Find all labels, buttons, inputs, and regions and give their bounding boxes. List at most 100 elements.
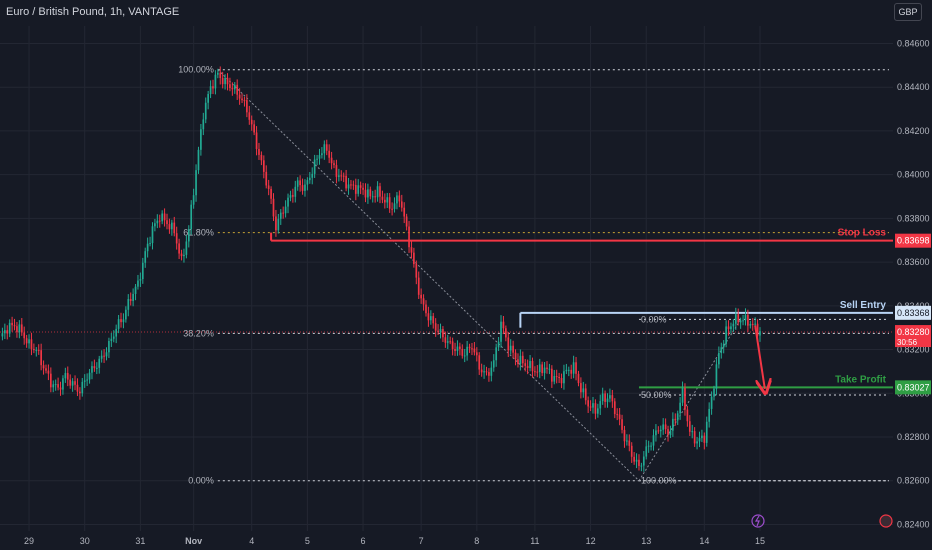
candle-body — [262, 160, 265, 172]
candle-body — [323, 144, 326, 154]
candle-body — [485, 371, 488, 373]
current-price-tag — [895, 325, 931, 348]
candle-body — [483, 371, 485, 373]
candle-body — [621, 419, 623, 430]
candle-body — [427, 313, 430, 321]
x-tick-label: 11 — [530, 536, 539, 546]
candle-body — [759, 331, 761, 336]
candle-body — [161, 213, 164, 222]
candle-body — [197, 149, 200, 171]
candle-body — [679, 402, 681, 414]
candle-body — [226, 77, 229, 85]
price-tag-label: 0.83368 — [897, 308, 930, 318]
candle-body — [415, 264, 418, 278]
candle-body — [396, 195, 398, 204]
candle-body — [742, 320, 744, 322]
candle-body — [88, 372, 91, 380]
candle-body — [536, 371, 539, 373]
candle-body — [221, 77, 224, 85]
candle-body — [398, 195, 401, 202]
projection-arrow — [754, 325, 765, 389]
candle-body — [437, 330, 439, 332]
candle-body — [381, 196, 384, 200]
candle-body — [13, 325, 16, 327]
candle-body — [551, 368, 553, 382]
candle-body — [645, 446, 648, 457]
candle-body — [168, 224, 171, 230]
candle-body — [442, 328, 444, 338]
candle-body — [112, 336, 115, 339]
fib-level-label: 100.00% — [641, 476, 677, 486]
candle-body — [233, 84, 236, 90]
y-tick-label: 0.84400 — [897, 82, 930, 92]
candle-body — [16, 326, 18, 333]
candle-body — [674, 418, 677, 421]
candle-body — [374, 196, 377, 198]
candle-body — [558, 376, 560, 379]
candle-body — [454, 349, 456, 351]
candle-body — [69, 379, 72, 386]
x-tick-label: 14 — [699, 536, 709, 546]
candle-body — [243, 100, 246, 102]
candle-body — [304, 184, 306, 191]
candle-body — [567, 369, 570, 371]
candle-body — [672, 418, 674, 431]
candle-body — [294, 186, 297, 197]
x-tick-label: 29 — [24, 536, 34, 546]
candle-body — [698, 438, 701, 442]
candle-body — [175, 233, 178, 244]
fib-level-label: 0.00% — [188, 476, 214, 486]
grid — [0, 26, 893, 531]
candle-body — [246, 100, 248, 113]
candle-body — [23, 332, 26, 339]
y-tick-label: 0.82400 — [897, 519, 930, 529]
candle-body — [521, 355, 524, 364]
candle-body — [756, 323, 759, 336]
candle-body — [669, 430, 672, 436]
candle-body — [611, 395, 614, 402]
candle-body — [725, 326, 727, 344]
candle-body — [664, 424, 667, 430]
candle-body — [718, 352, 720, 365]
candle-body — [734, 314, 737, 324]
candle-body — [502, 321, 505, 329]
candle-body — [248, 112, 251, 120]
candle-body — [647, 445, 650, 447]
candle-body — [451, 341, 454, 350]
candle-body — [238, 94, 241, 99]
candle-body — [8, 322, 11, 334]
candle-body — [216, 72, 219, 75]
candle-body — [596, 408, 599, 414]
candle-body — [594, 403, 597, 414]
candle-body — [577, 373, 580, 384]
candle-body — [635, 459, 638, 462]
candle-body — [667, 429, 669, 436]
candle-body — [120, 319, 122, 323]
y-tick-label: 0.82600 — [897, 476, 930, 486]
candle-body — [696, 441, 698, 444]
candle-body — [289, 195, 292, 198]
candle-body — [110, 338, 113, 342]
candle-body — [560, 378, 563, 384]
candle-body — [497, 341, 500, 348]
candle-body — [538, 364, 541, 372]
currency-button[interactable]: GBP — [894, 3, 922, 21]
candle-body — [580, 383, 582, 393]
candle-body — [705, 421, 708, 443]
candle-body — [505, 328, 507, 338]
candle-body — [132, 293, 134, 301]
candle-body — [306, 180, 309, 185]
candle-body — [229, 84, 231, 89]
candle-body — [638, 459, 640, 466]
candle-body — [751, 324, 754, 326]
candle-body — [555, 376, 558, 378]
event-icon-ring — [879, 514, 893, 528]
candle-body — [3, 330, 6, 334]
x-tick-label: 6 — [361, 536, 366, 546]
candle-body — [166, 220, 168, 225]
candle-body — [749, 324, 752, 326]
candle-body — [546, 367, 548, 369]
x-tick-label: 30 — [80, 536, 90, 546]
candle-body — [526, 365, 529, 369]
